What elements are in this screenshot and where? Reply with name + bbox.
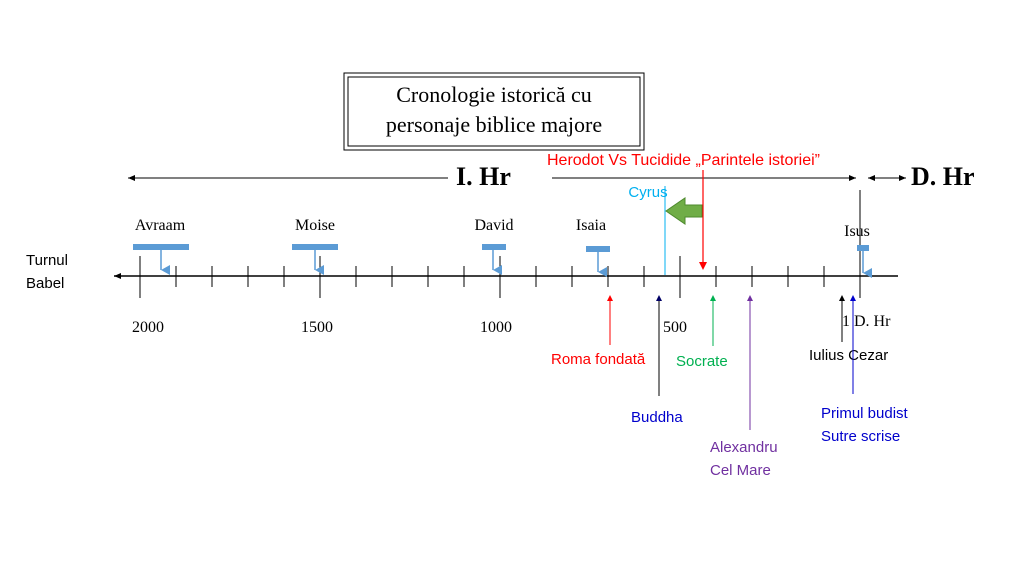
figure-moise-label: Moise bbox=[295, 217, 335, 234]
title-line-2: personaje biblice majore bbox=[386, 112, 602, 137]
event-roma-label: Roma fondată bbox=[551, 351, 646, 368]
event-budist-arrow-head bbox=[850, 295, 856, 301]
figure-isaia: Isaia bbox=[576, 217, 610, 277]
figure-avraam-bar bbox=[133, 244, 189, 250]
minor-ticks bbox=[175, 266, 825, 287]
event-cezar-arrow-head bbox=[839, 295, 845, 301]
figure-avraam-label: Avraam bbox=[135, 217, 186, 234]
tick-label-1500: 1500 bbox=[301, 319, 333, 336]
herodot-label: Herodot Vs Tucidide „Parintele istoriei” bbox=[547, 152, 820, 169]
turnul-label-1: Turnul bbox=[26, 252, 68, 269]
event-alexandru-arrow-head bbox=[747, 295, 753, 301]
tick-label-2000: 2000 bbox=[132, 319, 164, 336]
figure-david: David bbox=[474, 217, 514, 275]
tick-label-500: 500 bbox=[663, 319, 687, 336]
turnul-label-2: Babel bbox=[26, 275, 64, 292]
major-ticks bbox=[139, 190, 861, 298]
figure-isus: Isus bbox=[844, 223, 872, 278]
tick-label-1000: 1000 bbox=[480, 319, 512, 336]
bc-era-label: I. Hr bbox=[456, 162, 511, 191]
event-alexandru-label-1: Alexandru bbox=[710, 439, 778, 456]
figure-isus-bar bbox=[857, 245, 869, 251]
figure-david-label: David bbox=[474, 217, 513, 234]
title-box: Cronologie istorică cu personaje biblice… bbox=[343, 72, 645, 151]
figure-avraam: Avraam bbox=[133, 217, 189, 275]
figure-moise-bar bbox=[292, 244, 338, 250]
figure-isaia-label: Isaia bbox=[576, 217, 606, 234]
event-socrate-label: Socrate bbox=[676, 353, 728, 370]
event-budist-label-2: Sutre scrise bbox=[821, 428, 900, 445]
ad-era-label: D. Hr bbox=[911, 162, 975, 191]
event-budist-label-1: Primul budist bbox=[821, 405, 909, 422]
figure-isus-label: Isus bbox=[844, 223, 870, 240]
event-cezar-label: Iulius Cezar bbox=[809, 347, 888, 364]
tick-label-1-dhr: 1 D. Hr bbox=[842, 313, 891, 330]
event-buddha-arrow-head bbox=[656, 295, 662, 301]
event-alexandru-label-2: Cel Mare bbox=[710, 462, 771, 479]
figure-isaia-bar bbox=[586, 246, 610, 252]
herodot-arrow-head bbox=[699, 262, 707, 270]
figure-david-bar bbox=[482, 244, 506, 250]
green-left-arrow-icon bbox=[665, 197, 703, 225]
event-roma-arrow-head bbox=[607, 295, 613, 301]
figure-moise: Moise bbox=[292, 217, 338, 275]
event-buddha-label: Buddha bbox=[631, 409, 683, 426]
event-cyrus-label: Cyrus bbox=[628, 184, 667, 201]
title-line-1: Cronologie istorică cu bbox=[396, 82, 592, 107]
event-socrate-arrow-head bbox=[710, 295, 716, 301]
